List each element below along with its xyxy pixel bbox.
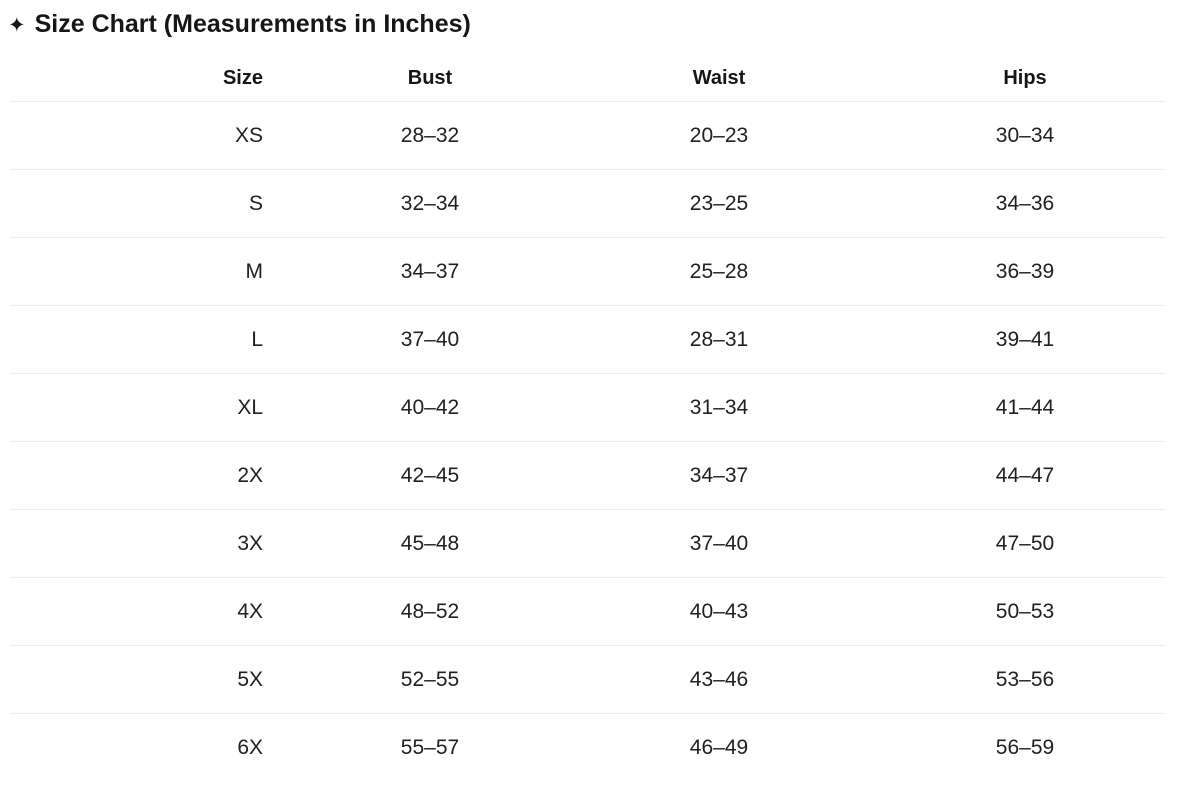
table-header-row: Size Bust Waist Hips	[10, 56, 1165, 102]
column-header-bust: Bust	[407, 67, 453, 89]
table-row: L 37–40 28–31 39–41	[10, 306, 1165, 374]
hips-cell: 50–53	[995, 599, 1055, 623]
hips-cell: 30–34	[995, 123, 1055, 147]
size-cell: XS	[234, 123, 263, 147]
waist-cell: 31–34	[689, 395, 749, 419]
hips-cell: 56–59	[995, 735, 1055, 759]
size-cell: 6X	[237, 735, 263, 759]
page-title: Size Chart (Measurements in Inches)	[34, 10, 471, 38]
hips-cell: 39–41	[995, 327, 1055, 351]
size-cell: 5X	[237, 667, 263, 691]
hips-cell: 47–50	[995, 531, 1055, 555]
bust-cell: 48–52	[400, 599, 460, 623]
table-row: 4X 48–52 40–43 50–53	[10, 578, 1165, 646]
size-chart-title: ✦ Size Chart (Measurements in Inches)	[8, 10, 471, 39]
bust-cell: 55–57	[400, 735, 460, 759]
bust-cell: 52–55	[400, 667, 460, 691]
waist-cell: 20–23	[689, 123, 749, 147]
table-row: S 32–34 23–25 34–36	[10, 170, 1165, 238]
waist-cell: 37–40	[689, 531, 749, 555]
size-cell: S	[248, 191, 263, 215]
sparkle-icon: ✦	[8, 14, 26, 37]
size-cell: L	[251, 327, 263, 351]
bust-cell: 40–42	[400, 395, 460, 419]
table-row: XL 40–42 31–34 41–44	[10, 374, 1165, 442]
bust-cell: 34–37	[400, 259, 460, 283]
waist-cell: 25–28	[689, 259, 749, 283]
size-cell: 2X	[237, 463, 263, 487]
hips-cell: 44–47	[995, 463, 1055, 487]
size-cell: 4X	[237, 599, 263, 623]
column-header-hips: Hips	[1003, 67, 1047, 89]
table-row: 2X 42–45 34–37 44–47	[10, 442, 1165, 510]
bust-cell: 45–48	[400, 531, 460, 555]
hips-cell: 34–36	[995, 191, 1055, 215]
table-row: 3X 45–48 37–40 47–50	[10, 510, 1165, 578]
waist-cell: 43–46	[689, 667, 749, 691]
column-header-waist: Waist	[692, 67, 746, 89]
hips-cell: 41–44	[995, 395, 1055, 419]
hips-cell: 53–56	[995, 667, 1055, 691]
bust-cell: 42–45	[400, 463, 460, 487]
bust-cell: 37–40	[400, 327, 460, 351]
table-row: XS 28–32 20–23 30–34	[10, 102, 1165, 170]
column-header-size: Size	[222, 67, 263, 89]
waist-cell: 23–25	[689, 191, 749, 215]
table-row: 5X 52–55 43–46 53–56	[10, 646, 1165, 714]
table-row: 6X 55–57 46–49 56–59	[10, 714, 1165, 781]
size-cell: M	[245, 259, 264, 283]
waist-cell: 34–37	[689, 463, 749, 487]
hips-cell: 36–39	[995, 259, 1055, 283]
table-row: M 34–37 25–28 36–39	[10, 238, 1165, 306]
size-cell: 3X	[237, 531, 263, 555]
waist-cell: 46–49	[689, 735, 749, 759]
bust-cell: 32–34	[400, 191, 460, 215]
size-chart-table: Size Bust Waist Hips XS 28–32 20–23 30–3…	[10, 56, 1165, 781]
bust-cell: 28–32	[400, 123, 460, 147]
waist-cell: 28–31	[689, 327, 749, 351]
size-cell: XL	[237, 395, 263, 419]
waist-cell: 40–43	[689, 599, 749, 623]
